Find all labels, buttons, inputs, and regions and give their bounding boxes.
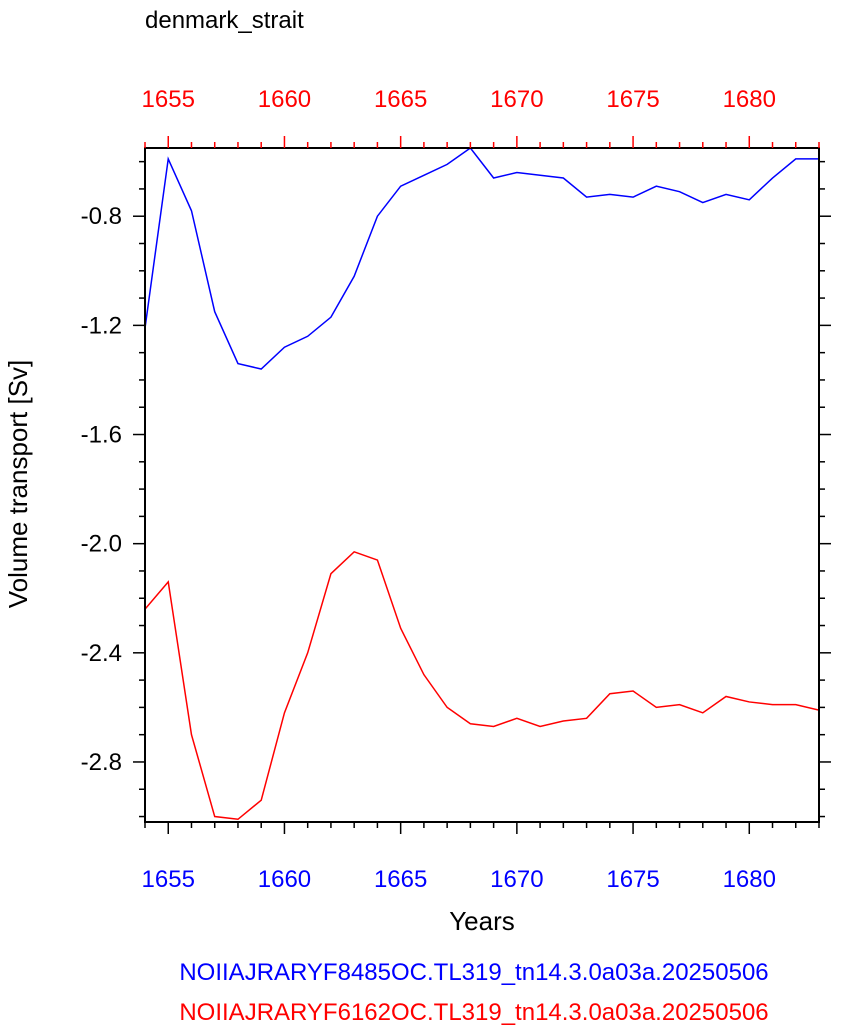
x-tick-label-top: 1670 [490, 86, 543, 113]
legend-entry-2: NOIIAJRARYF6162OC.TL319_tn14.3.0a03a.202… [179, 999, 768, 1026]
x-tick-label-bottom: 1670 [490, 866, 543, 893]
chart-title: denmark_strait [145, 7, 304, 34]
y-axis-title: Volume transport [Sv] [3, 360, 33, 609]
x-tick-label-top: 1655 [142, 86, 195, 113]
x-tick-label-bottom: 1655 [142, 866, 195, 893]
plot-area [144, 147, 820, 823]
legend-entry-1: NOIIAJRARYF8485OC.TL319_tn14.3.0a03a.202… [179, 959, 768, 986]
x-tick-label-top: 1665 [374, 86, 427, 113]
y-tick-label: -2.0 [81, 531, 122, 558]
x-axis-title: Years [449, 906, 515, 936]
y-tick-label: -1.6 [81, 422, 122, 449]
x-tick-label-bottom: 1675 [606, 866, 659, 893]
legend: NOIIAJRARYF8485OC.TL319_tn14.3.0a03a.202… [179, 959, 768, 1026]
x-tick-label-top: 1660 [258, 86, 311, 113]
plot-frame [144, 147, 820, 823]
x-tick-label-top: 1675 [606, 86, 659, 113]
y-tick-label: -0.8 [81, 203, 122, 230]
x-tick-label-top: 1680 [723, 86, 776, 113]
x-tick-label-bottom: 1665 [374, 866, 427, 893]
x-tick-label-bottom: 1660 [258, 866, 311, 893]
series-line-2 [145, 550, 819, 821]
y-tick-label: -1.2 [81, 312, 122, 339]
x-tick-label-bottom: 1680 [723, 866, 776, 893]
series-line-1 [145, 148, 819, 370]
y-tick-label: -2.8 [81, 749, 122, 776]
y-tick-label: -2.4 [81, 640, 122, 667]
tick-labels: 1655 1655 1660 1660 1665 1665 1670 1670 1675 1675… [81, 86, 776, 893]
axis-ticks [133, 136, 831, 834]
